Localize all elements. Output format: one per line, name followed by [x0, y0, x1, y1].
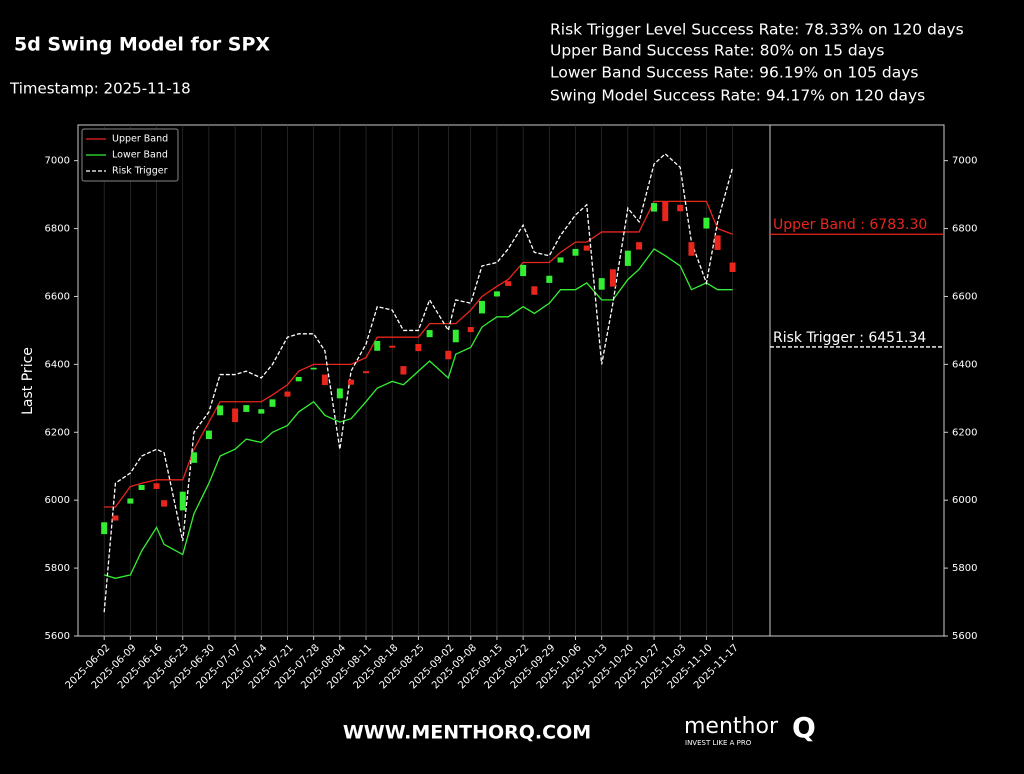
- candle: [714, 235, 721, 250]
- candle: [572, 248, 579, 256]
- candle: [205, 430, 212, 440]
- candle: [662, 201, 669, 222]
- y2-tick-label: 7000: [952, 156, 977, 167]
- y-tick-label: 6200: [45, 427, 70, 438]
- candle: [112, 515, 119, 521]
- y-tick-label: 6400: [45, 359, 70, 370]
- y-tick-label: 6800: [45, 224, 70, 235]
- y-tick-label: 6600: [45, 291, 70, 302]
- candle: [557, 257, 564, 263]
- brand-mark: Q: [792, 711, 816, 744]
- stat: Lower Band Success Rate: 96.19% on 105 d…: [550, 64, 918, 82]
- y2-tick-label: 6200: [952, 427, 977, 438]
- level-label: Risk Trigger : 6451.34: [773, 330, 926, 346]
- candle: [348, 379, 355, 385]
- y-axis-label: Last Price: [20, 347, 36, 415]
- y2-tick-label: 6400: [952, 359, 977, 370]
- candle: [389, 345, 396, 348]
- candle: [478, 300, 485, 314]
- candle: [336, 388, 343, 399]
- y2-tick-label: 6800: [952, 224, 977, 235]
- candle: [452, 329, 459, 343]
- candle: [415, 344, 422, 352]
- candle: [609, 269, 616, 287]
- legend-box: [81, 128, 179, 182]
- y-tick-label: 5600: [45, 631, 70, 642]
- candle: [400, 366, 407, 375]
- candle: [284, 391, 291, 397]
- y2-tick-label: 5600: [952, 631, 977, 642]
- stat: Upper Band Success Rate: 80% on 15 days: [550, 42, 884, 60]
- candle: [374, 340, 381, 351]
- stat: Risk Trigger Level Success Rate: 78.33% …: [550, 21, 964, 39]
- candle: [243, 405, 250, 412]
- candle: [269, 399, 276, 407]
- candle: [321, 374, 328, 386]
- candle: [161, 500, 168, 507]
- y2-tick-label: 6600: [952, 291, 977, 302]
- candle: [520, 264, 527, 277]
- y-tick-label: 6000: [45, 495, 70, 506]
- candle: [363, 371, 370, 374]
- tagline: INVEST LIKE A PRO: [685, 739, 752, 747]
- candle: [729, 262, 736, 273]
- brand: menthor: [684, 714, 779, 739]
- legend-label: Risk Trigger: [112, 166, 168, 177]
- candle: [624, 250, 631, 266]
- candle: [546, 275, 553, 283]
- candle: [310, 367, 317, 370]
- level-label: Upper Band : 6783.30: [773, 217, 927, 233]
- timestamp: Timestamp: 2025-11-18: [9, 80, 191, 98]
- candle: [677, 204, 684, 212]
- y-tick-label: 5800: [45, 563, 70, 574]
- y-tick-label: 7000: [45, 156, 70, 167]
- chart-title: 5d Swing Model for SPX: [14, 34, 270, 56]
- candle: [493, 291, 500, 297]
- legend-label: Lower Band: [112, 150, 168, 161]
- candle: [636, 242, 643, 250]
- candle: [232, 408, 239, 423]
- candle: [217, 405, 224, 416]
- candle: [531, 286, 538, 295]
- candle: [583, 245, 590, 251]
- candle: [138, 484, 145, 490]
- level-panel: [769, 124, 945, 637]
- candle: [703, 217, 710, 229]
- candle: [467, 327, 474, 333]
- band-line: [104, 200, 733, 508]
- candle: [101, 522, 108, 535]
- candle: [505, 281, 512, 286]
- legend-label: Upper Band: [112, 134, 168, 145]
- candle: [651, 203, 658, 212]
- candle: [295, 376, 302, 382]
- candle: [445, 350, 452, 360]
- band-line: [103, 248, 733, 579]
- candle: [688, 242, 695, 256]
- candle: [598, 278, 605, 290]
- candle: [179, 491, 186, 511]
- candle: [153, 483, 160, 489]
- candle: [258, 409, 265, 414]
- y2-tick-label: 5800: [952, 563, 977, 574]
- y2-tick-label: 6000: [952, 495, 977, 506]
- candle: [190, 452, 197, 463]
- band-line: [103, 152, 734, 613]
- footer-url: WWW.MENTHORQ.COM: [343, 722, 591, 744]
- candle: [127, 498, 134, 504]
- stat: Swing Model Success Rate: 94.17% on 120 …: [550, 87, 925, 105]
- candle: [426, 330, 433, 338]
